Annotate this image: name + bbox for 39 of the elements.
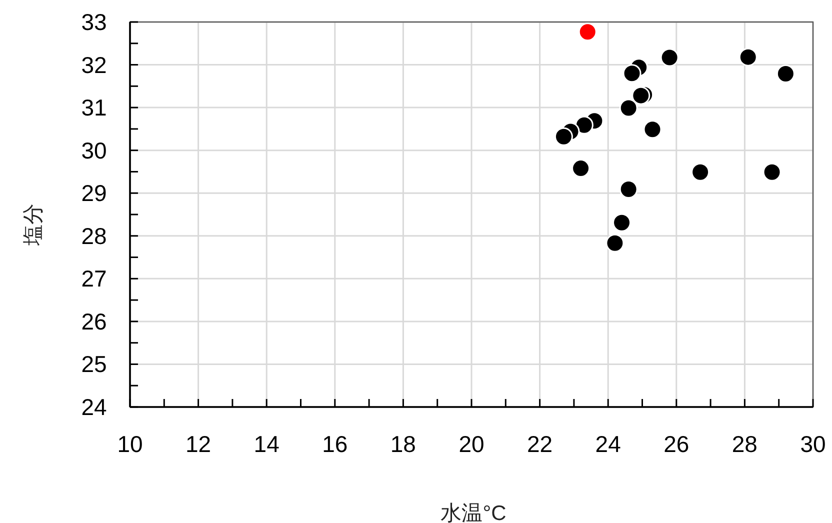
point <box>606 234 624 252</box>
x-tick-label: 14 <box>254 431 280 457</box>
x-tick-label: 28 <box>732 431 758 457</box>
point <box>691 162 710 182</box>
x-tick-label: 26 <box>664 431 690 457</box>
y-tick-label: 31 <box>81 94 107 121</box>
y-tick-label: 24 <box>81 394 107 420</box>
x-tick-label: 18 <box>390 431 416 457</box>
y-tick-label: 30 <box>81 137 107 164</box>
point <box>738 48 758 66</box>
point <box>632 86 650 105</box>
point <box>762 162 782 182</box>
x-tick-label: 16 <box>322 431 348 457</box>
x-tick-label: 22 <box>527 431 553 457</box>
y-tick-label: 28 <box>81 222 107 249</box>
x-tick-label: 30 <box>800 431 826 457</box>
y-tick-label: 29 <box>81 180 107 206</box>
point <box>660 48 679 67</box>
x-tick-label: 12 <box>186 431 212 457</box>
x-tick-label: 24 <box>595 431 622 457</box>
point <box>612 213 632 232</box>
y-tick-label: 25 <box>81 351 107 378</box>
x-tick-label: 10 <box>117 431 143 457</box>
y-tick-label: 27 <box>81 266 107 292</box>
x-tick-label: 20 <box>458 431 484 457</box>
y-tick-label: 26 <box>81 308 107 334</box>
y-tick-label: 33 <box>81 9 107 35</box>
y-tick-label: 32 <box>81 52 107 78</box>
point <box>578 22 597 42</box>
point <box>574 116 594 134</box>
point <box>572 159 590 178</box>
point <box>643 120 662 139</box>
x-axis-title: 水温°C <box>440 502 506 523</box>
point <box>776 64 795 84</box>
y-axis-title: 塩分 <box>22 204 45 246</box>
point <box>619 180 638 199</box>
point <box>622 64 642 83</box>
point <box>554 127 573 146</box>
point <box>619 98 638 118</box>
